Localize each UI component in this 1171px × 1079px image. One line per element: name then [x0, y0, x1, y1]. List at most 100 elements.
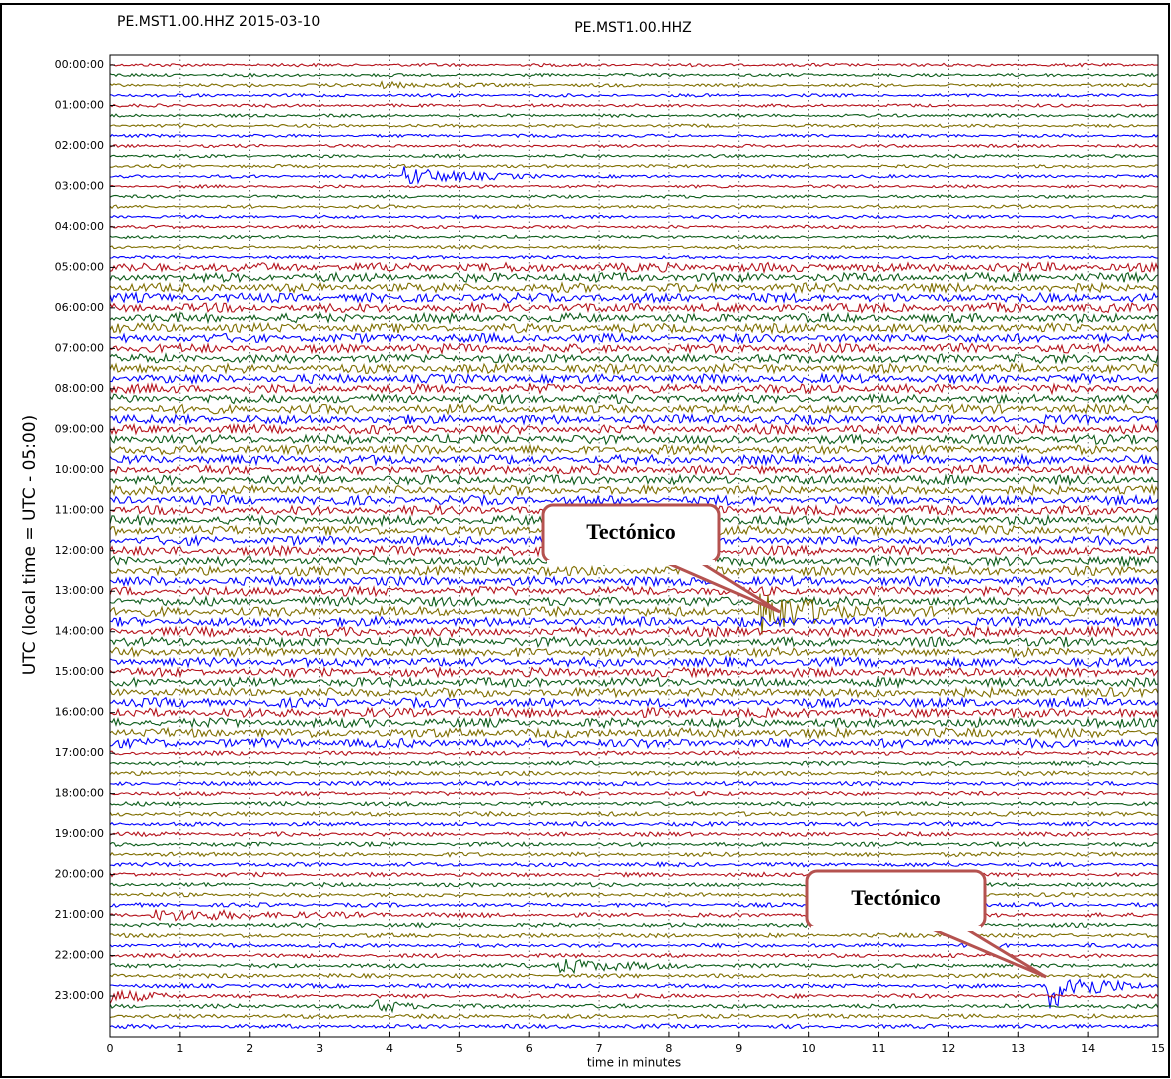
y-tick-label: 05:00:00: [55, 260, 104, 273]
trace: [109, 270, 1159, 284]
trace: [109, 726, 1158, 740]
trace: [109, 204, 1159, 210]
callout-text: Tectónico: [586, 519, 676, 544]
y-tick-label: 10:00:00: [55, 463, 104, 476]
x-tick-label: 14: [1081, 1042, 1095, 1055]
trace: [109, 685, 1159, 699]
y-tick-label: 11:00:00: [55, 503, 104, 516]
trace: [109, 143, 1159, 149]
x-tick-label: 10: [802, 1042, 816, 1055]
trace: [109, 321, 1159, 336]
trace: [109, 432, 1159, 446]
y-tick-label: 02:00:00: [55, 139, 104, 152]
trace: [109, 463, 1158, 477]
trace: [109, 820, 1159, 828]
traces: [109, 55, 1159, 1037]
trace: [109, 760, 1159, 767]
trace: [109, 585, 1159, 598]
x-tick-label: 2: [246, 1042, 253, 1055]
trace: [109, 770, 1159, 777]
callout: Tectónico: [541, 503, 781, 614]
trace: [109, 972, 1158, 979]
trace: [110, 861, 1159, 868]
callout-text: Tectónico: [851, 885, 941, 910]
trace: [109, 443, 1159, 457]
y-tick-label: 23:00:00: [55, 989, 104, 1002]
trace: [109, 978, 1159, 1009]
x-tick-label: 6: [526, 1042, 533, 1055]
callout-joint: [547, 560, 715, 565]
trace: [109, 311, 1159, 325]
y-tick-label: 06:00:00: [55, 301, 104, 314]
trace: [109, 92, 1159, 98]
trace: [109, 260, 1159, 275]
trace: [109, 810, 1159, 818]
callout-joint: [811, 926, 981, 931]
x-axis-label: time in minutes: [587, 1056, 681, 1070]
y-tick-label: 18:00:00: [55, 787, 104, 800]
x-tick-label: 5: [456, 1042, 463, 1055]
trace: [109, 113, 1159, 119]
y-tick-label: 12:00:00: [55, 544, 104, 557]
trace: [109, 830, 1159, 838]
trace: [109, 224, 1159, 230]
trace: [109, 645, 1159, 659]
y-tick-label: 01:00:00: [55, 98, 104, 111]
y-tick-label: 15:00:00: [55, 665, 104, 678]
trace: [109, 493, 1159, 507]
trace: [109, 392, 1159, 406]
trace: [109, 183, 1159, 189]
x-tick-label: 3: [316, 1042, 323, 1055]
trace: [109, 851, 1159, 858]
y-tick-label: 14:00:00: [55, 625, 104, 638]
y-tick-label: 16:00:00: [55, 706, 104, 719]
trace: [109, 1013, 1159, 1020]
y-tick-label: 19:00:00: [55, 827, 104, 840]
trace: [109, 244, 1159, 250]
trace: [109, 452, 1159, 467]
y-tick-label: 13:00:00: [55, 584, 104, 597]
x-tick-label: 7: [596, 1042, 603, 1055]
y-tick-label: 17:00:00: [55, 746, 104, 759]
y-tick-label: 08:00:00: [55, 382, 104, 395]
trace: [109, 614, 1159, 628]
trace: [109, 473, 1159, 487]
trace: [109, 564, 1159, 578]
trace: [109, 737, 1159, 750]
trace: [109, 624, 1159, 639]
trace: [109, 483, 1159, 497]
x-tick-label: 13: [1011, 1042, 1025, 1055]
x-tick-label: 11: [872, 1042, 886, 1055]
trace: [109, 234, 1159, 240]
trace: [109, 80, 1158, 90]
trace: [109, 952, 1159, 959]
y-tick-label: 22:00:00: [55, 949, 104, 962]
x-tick-label: 0: [107, 1042, 114, 1055]
trace: [109, 300, 1159, 314]
trace: [109, 362, 1159, 376]
x-tick-label: 15: [1151, 1042, 1165, 1055]
trace: [109, 1023, 1159, 1030]
y-tick-label: 07:00:00: [55, 341, 104, 354]
y-axis-label: UTC (local time = UTC - 05:00): [20, 415, 40, 675]
y-tick-label: 20:00:00: [55, 868, 104, 881]
header: PE.MST1.00.HHZ 2015-03-10: [117, 14, 320, 30]
trace: [109, 153, 1159, 159]
trace: [109, 214, 1159, 220]
trace: [109, 749, 1159, 757]
x-tick-label: 9: [735, 1042, 742, 1055]
trace: [109, 695, 1159, 710]
plot-area: [109, 54, 1159, 1038]
trace: [109, 372, 1159, 385]
chart-title: PE.MST1.00.HHZ: [574, 20, 692, 36]
trace: [109, 341, 1159, 356]
trace: [109, 716, 1159, 730]
trace: [109, 194, 1159, 199]
trace: [109, 422, 1159, 436]
trace: [109, 655, 1159, 669]
trace: [109, 706, 1159, 719]
trace: [109, 254, 1159, 260]
trace: [109, 635, 1159, 649]
trace: [109, 72, 1159, 78]
trace: [109, 595, 1159, 608]
